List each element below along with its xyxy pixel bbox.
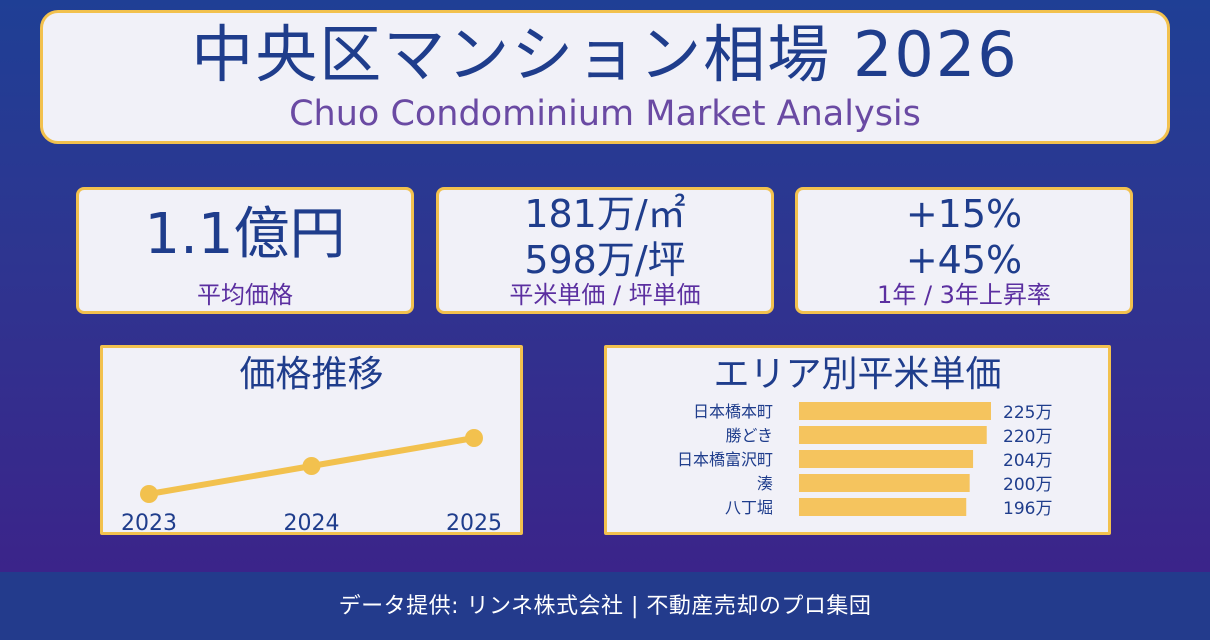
area-bar-4	[799, 474, 970, 492]
page-title: 中央区マンション相場 2026	[191, 18, 1019, 91]
area-value-label-2: 220万	[1003, 427, 1052, 447]
price-trend-x-label-2024: 2024	[284, 511, 340, 532]
area-value-label-4: 200万	[1003, 475, 1052, 495]
area-label-2: 勝どき	[725, 426, 773, 445]
footer-credit: データ提供: リンネ株式会社 | 不動産売却のプロ集団	[338, 594, 872, 619]
price-trend-chart: 2023 2024 2025	[121, 429, 502, 532]
stat-value-one-year-growth: +15%	[905, 192, 1023, 236]
stat-value-sqm-price: 181万/㎡	[524, 192, 686, 236]
area-label-5: 八丁堀	[725, 498, 773, 517]
price-trend-card: 価格推移 2023 2024 2025	[100, 345, 523, 535]
area-bar-2	[799, 426, 987, 444]
area-value-label-5: 196万	[1003, 499, 1052, 519]
area-value-label-3: 204万	[1003, 451, 1052, 471]
area-bar-1	[799, 402, 991, 420]
area-label-4: 湊	[757, 474, 773, 493]
area-price-title: エリア別平米単価	[713, 354, 1002, 395]
area-label-3: 日本橋富沢町	[677, 450, 773, 469]
area-value-label-1: 225万	[1003, 403, 1052, 423]
stat-label-growth-rate: 1年 / 3年上昇率	[877, 281, 1051, 309]
price-trend-title: 価格推移	[239, 354, 384, 395]
stat-card-unit-price: 181万/㎡ 598万/坪 平米単価 / 坪単価	[436, 187, 774, 314]
price-trend-point-2025	[465, 429, 483, 447]
stat-label-unit-price: 平米単価 / 坪単価	[509, 281, 701, 309]
area-price-card: エリア別平米単価 日本橋本町 225万勝どき 220万日本橋富沢町 204万湊 200万…	[604, 345, 1111, 535]
title-card: 中央区マンション相場 2026 Chuo Condominium Market …	[40, 10, 1170, 144]
area-bar-5	[799, 498, 967, 516]
stat-label-average-price: 平均価格	[197, 281, 293, 309]
stat-value-average-price: 1.1億円	[144, 202, 346, 267]
price-trend-x-label-2025: 2025	[446, 511, 502, 532]
footer-band	[0, 572, 1210, 640]
area-bar-3	[799, 450, 974, 468]
price-trend-point-2023	[140, 485, 158, 503]
area-label-1: 日本橋本町	[693, 402, 773, 421]
price-trend-x-label-2023: 2023	[121, 511, 177, 532]
stat-value-tsubo-price: 598万/坪	[524, 238, 686, 282]
price-trend-point-2024	[302, 457, 321, 475]
page-subtitle: Chuo Condominium Market Analysis	[289, 94, 921, 134]
stat-value-three-year-growth: +45%	[905, 238, 1023, 282]
stat-card-average-price: 1.1億円 平均価格	[76, 187, 414, 314]
stat-card-growth-rate: +15% +45% 1年 / 3年上昇率	[795, 187, 1133, 314]
